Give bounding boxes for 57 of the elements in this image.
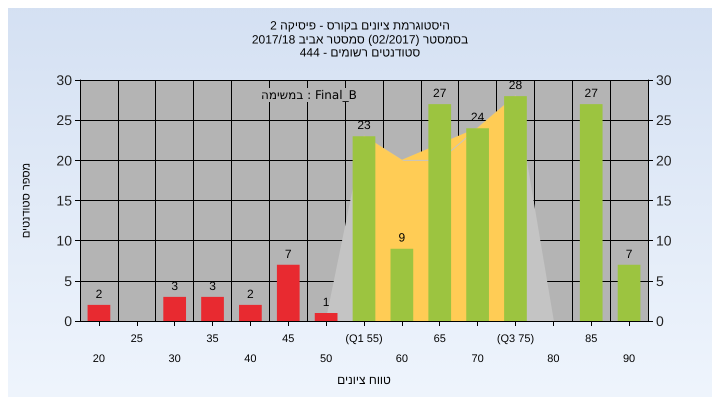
data-label: 9: [398, 230, 406, 245]
x-tick-label: 25: [130, 333, 143, 345]
x-tick-label: 30: [168, 353, 181, 365]
bar: [504, 96, 527, 321]
data-label: 2: [96, 286, 103, 301]
x-tick-label: 65: [434, 333, 446, 345]
y-tick-label: 0: [64, 313, 72, 329]
bar: [276, 264, 300, 321]
data-label: 2: [247, 286, 254, 301]
y-tick-label: 25: [56, 112, 72, 128]
y2-tick-label: 5: [656, 272, 664, 289]
x-axis-title: טווח ציונים: [337, 372, 392, 387]
x-tick-label: 85: [585, 333, 598, 345]
y-tick-label: 15: [56, 192, 72, 208]
data-label: 1: [322, 294, 330, 309]
bar: [428, 104, 452, 321]
y-tick-label: 10: [56, 232, 72, 249]
y2-tick-label: 0: [656, 313, 664, 329]
x-tick-label: 50: [320, 353, 332, 365]
y2-tick-label: 30: [656, 72, 672, 88]
x-tick-label: 45: [282, 333, 294, 345]
x-tick-label: 60: [396, 353, 408, 365]
data-label: 27: [433, 86, 447, 100]
chart-subtitle: בסמסטר (02/2017) סמסטר אביב 2017/18 סטודנטים רשומים - 444: [252, 32, 468, 60]
x-tick-label: 35: [206, 333, 219, 345]
bar: [163, 296, 186, 321]
data-label: 7: [284, 246, 292, 261]
data-label: 7: [626, 246, 633, 261]
x-tick-label: (Q3 75): [496, 333, 534, 345]
y2-tick-label: 10: [656, 232, 672, 249]
y-axis-title: מספר סטודנטים: [20, 162, 32, 238]
bar: [239, 304, 262, 321]
bar: [314, 312, 338, 321]
y2-tick-label: 20: [656, 152, 672, 168]
annotation: במשימה : Final_B: [261, 88, 357, 102]
x-tick-label: 40: [244, 353, 257, 365]
x-tick-label: (Q1 55): [345, 333, 383, 345]
bar: [466, 128, 489, 321]
x-tick-label: 70: [471, 353, 484, 365]
y2-tick-label: 25: [656, 112, 672, 128]
bar: [618, 264, 640, 321]
data-label: 3: [171, 278, 178, 293]
bar: [201, 296, 224, 321]
y-tick-label: 20: [56, 152, 72, 168]
bar: [88, 304, 110, 321]
data-label: 23: [357, 118, 371, 132]
y-tick-label: 30: [56, 72, 72, 88]
x-tick-label: 90: [622, 353, 636, 365]
bar: [580, 104, 603, 321]
chart-title: היסטוגרמת ציונים בקורס - פיסיקה 2: [270, 18, 450, 32]
y-tick-label: 5: [64, 272, 72, 289]
y2-tick-label: 15: [656, 192, 672, 208]
x-tick-label: 20: [92, 353, 106, 365]
bar: [390, 248, 414, 321]
data-label: 27: [584, 86, 598, 100]
x-tick-label: 80: [547, 353, 560, 365]
bar: [352, 136, 376, 321]
